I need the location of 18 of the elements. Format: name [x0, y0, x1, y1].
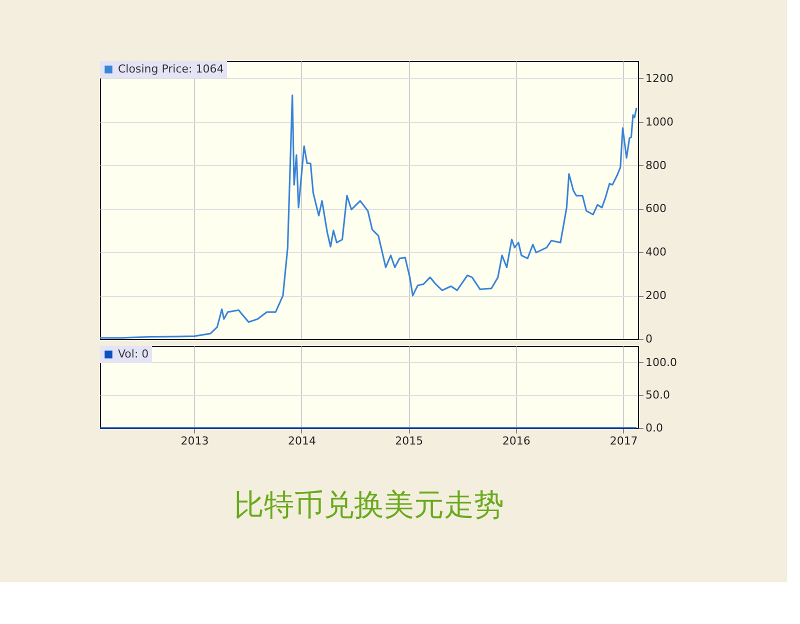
x-tick-label: 2017	[610, 434, 638, 448]
y-tick-label: 1000	[646, 115, 674, 128]
legend-label: Closing Price: 1064	[118, 62, 224, 76]
y-tick-label: 0	[646, 332, 652, 346]
x-tick-label: 2013	[180, 434, 209, 448]
y-tick-label: 400	[646, 246, 666, 259]
text: 比特币兑换美元走势	[234, 488, 504, 523]
y-tick-label: 800	[646, 158, 666, 172]
y-tick-label: 0.0	[646, 422, 663, 434]
x-tick-label: 2015	[395, 434, 424, 448]
x-tick-label: 2014	[288, 434, 316, 448]
y-tick-label: 200	[646, 289, 666, 302]
y-tick-label: 100.0	[646, 356, 677, 369]
legend-label: Vol: 0	[118, 348, 149, 360]
y-tick-label: 1200	[646, 72, 674, 85]
x-tick-label: 2016	[502, 434, 530, 448]
y-tick-label: 600	[646, 202, 666, 216]
y-tick-label: 50.0	[646, 388, 670, 402]
